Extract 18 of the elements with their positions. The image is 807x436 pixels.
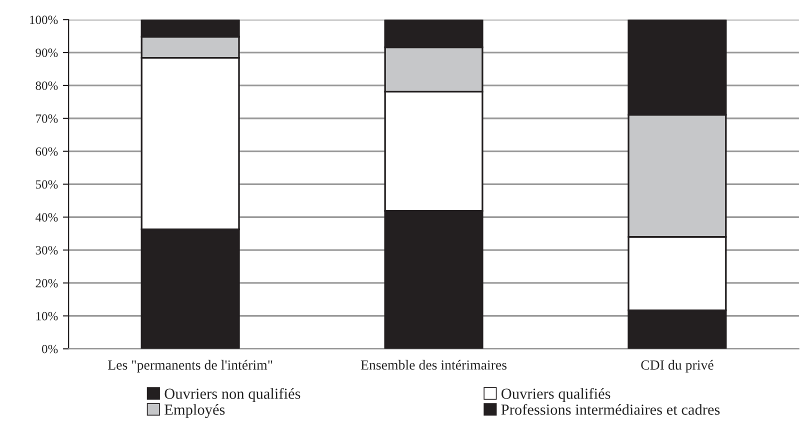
y-tick-label: 20% — [36, 278, 58, 288]
legend-label: Ouvriers non qualifiés — [164, 388, 300, 402]
y-tick-label: 100% — [30, 16, 58, 24]
y-tick-label: 40% — [36, 213, 58, 222]
legend-label: Professions intermédiaires et cadres — [501, 404, 720, 415]
y-tick-label: 50% — [36, 180, 58, 189]
y-tick-label: 60% — [36, 147, 58, 156]
x-tick-label: CDI du privé — [641, 360, 714, 373]
y-tick-label: 90% — [36, 48, 58, 58]
legend-label: Employés — [164, 404, 225, 418]
y-tick-label: 80% — [36, 81, 58, 90]
x-tick-label: Ensemble des intérimaires — [360, 360, 507, 370]
y-tick-label: 0% — [42, 344, 58, 354]
x-tick-label: Les "permanents de l'intérim" — [108, 360, 272, 373]
legend-label: Ouvriers qualifiés — [502, 388, 610, 402]
y-tick-label: 70% — [36, 114, 58, 123]
y-tick-label: 30% — [36, 246, 58, 255]
y-tick-label: 10% — [36, 312, 58, 320]
